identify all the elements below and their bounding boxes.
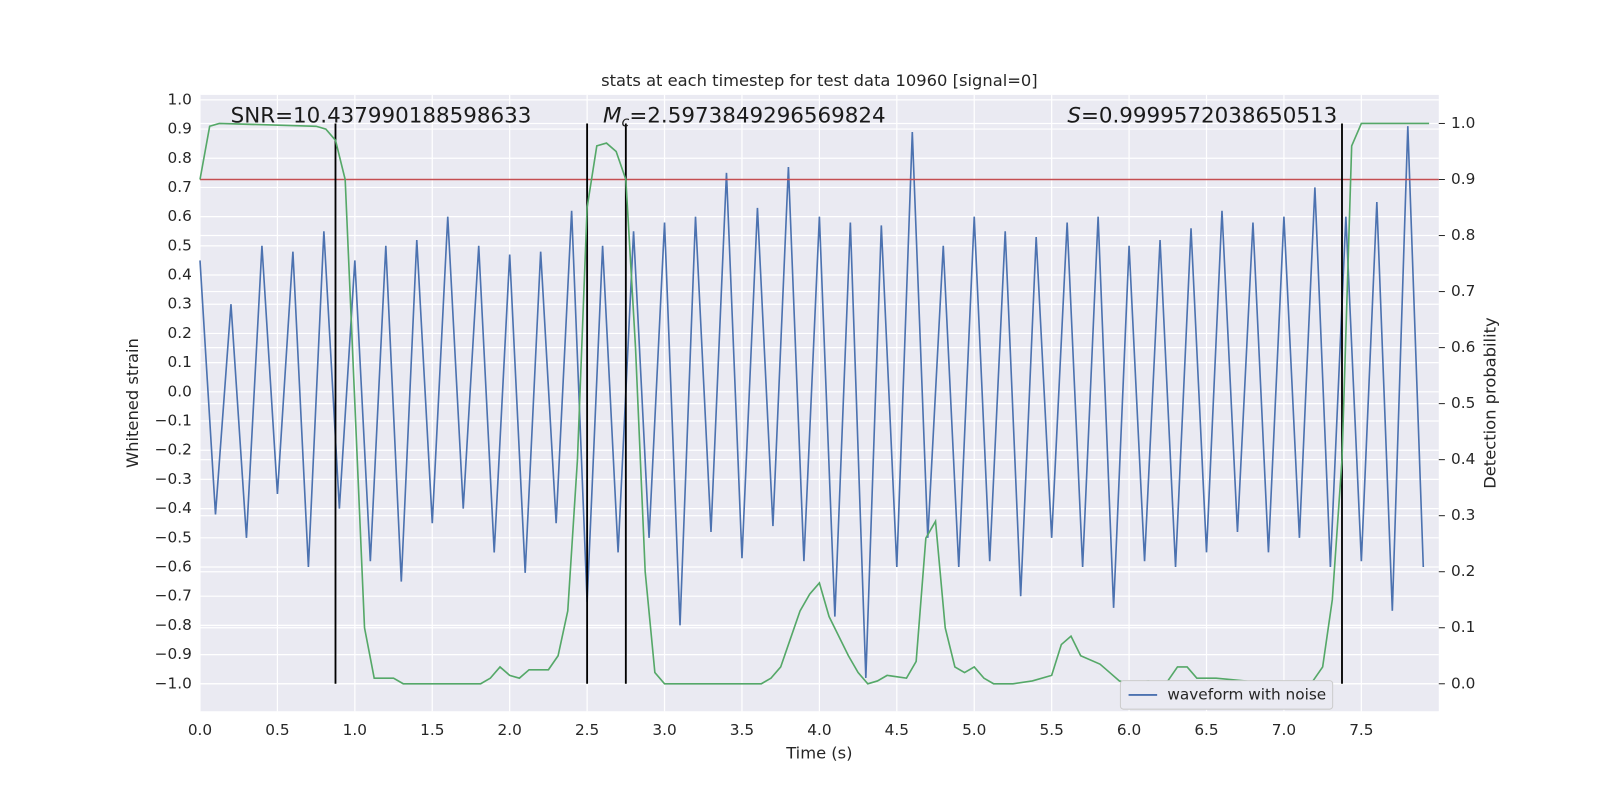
x-tick-label: 4.5 xyxy=(885,721,909,739)
annotation-symbol: M xyxy=(603,103,621,128)
annotation: S=0.9999572038650513 xyxy=(1067,103,1337,128)
x-tick-label: 2.5 xyxy=(575,721,599,739)
x-tick-label: 2.0 xyxy=(498,721,522,739)
y2-tick-label: 0.0 xyxy=(1451,674,1475,692)
y-tick-label: −0.9 xyxy=(155,645,192,663)
y-tick-label: −0.7 xyxy=(155,587,192,605)
y-tick-label: −0.8 xyxy=(155,616,192,634)
y-tick-label: 1.0 xyxy=(168,90,192,108)
y2-tick-label: 0.1 xyxy=(1451,618,1475,636)
y-tick-label: 0.6 xyxy=(168,207,192,225)
y2-tick-label: 0.7 xyxy=(1451,282,1475,300)
annotation-text: =0.9999572038650513 xyxy=(1081,103,1337,128)
y2-tick-label: 0.2 xyxy=(1451,562,1475,580)
y-tick-label: 0.7 xyxy=(168,178,192,196)
annotation: Mc=2.5973849296569824 xyxy=(603,103,886,130)
y-tick-label: −0.1 xyxy=(155,412,192,430)
x-tick-label: 5.0 xyxy=(962,721,986,739)
y-tick-label: 0.3 xyxy=(168,295,192,313)
chart-title: stats at each timestep for test data 109… xyxy=(601,71,1038,90)
x-tick-label: 6.0 xyxy=(1117,721,1141,739)
grid xyxy=(199,94,1439,712)
x-tick-label: 7.5 xyxy=(1349,721,1373,739)
y-tick-label: −0.3 xyxy=(155,470,192,488)
y-tick-label: 0.4 xyxy=(168,266,192,284)
x-tick-label: 3.5 xyxy=(730,721,754,739)
y2-tick-label: 0.3 xyxy=(1451,506,1475,524)
y2-tick-label: 0.8 xyxy=(1451,226,1475,244)
legend-label: waveform with noise xyxy=(1167,685,1326,703)
y-tick-label: 0.5 xyxy=(168,236,192,254)
y-tick-label: 0.9 xyxy=(168,120,192,138)
y-tick-label: 0.1 xyxy=(168,353,192,371)
y-tick-label: −0.4 xyxy=(155,499,192,517)
y-tick-label: −0.6 xyxy=(155,557,192,575)
y-axis-label: Whitened strain xyxy=(123,338,142,468)
y-tick-label: −0.2 xyxy=(155,441,192,459)
x-tick-label: 3.0 xyxy=(652,721,676,739)
y2-tick-label: 1.0 xyxy=(1451,114,1475,132)
x-tick-label: 4.0 xyxy=(807,721,831,739)
annotation-text: SNR=10.437990188598633 xyxy=(231,103,532,128)
legend-box xyxy=(1119,680,1334,710)
x-tick-label: 0.5 xyxy=(265,721,289,739)
annotation: SNR=10.437990188598633 xyxy=(231,103,532,128)
x-tick-label: 5.5 xyxy=(1039,721,1063,739)
y-tick-label: 0.8 xyxy=(168,149,192,167)
y2-tick-label: 0.4 xyxy=(1451,450,1475,468)
x-tick-label: 0.0 xyxy=(188,721,212,739)
annotation-symbol: S xyxy=(1067,103,1081,128)
y2-tick-label: 0.6 xyxy=(1451,338,1475,356)
x-tick-label: 6.5 xyxy=(1194,721,1218,739)
y-tick-label: 0.2 xyxy=(168,324,192,342)
y2-axis-label: Detection probability xyxy=(1480,317,1499,489)
x-tick-label: 7.0 xyxy=(1272,721,1296,739)
y-tick-label: −1.0 xyxy=(155,674,192,692)
annotation-subscript: c xyxy=(622,114,630,130)
x-tick-label: 1.5 xyxy=(420,721,444,739)
y-tick-label: −0.5 xyxy=(155,528,192,546)
series-line xyxy=(199,126,1425,678)
y2-tick-label: 0.9 xyxy=(1451,170,1475,188)
y2-tick-label: 0.5 xyxy=(1451,394,1475,412)
annotation-text: =2.5973849296569824 xyxy=(629,103,885,128)
x-axis-label: Time (s) xyxy=(785,744,852,763)
y-tick-label: 0.0 xyxy=(168,382,192,400)
x-tick-label: 1.0 xyxy=(343,721,367,739)
